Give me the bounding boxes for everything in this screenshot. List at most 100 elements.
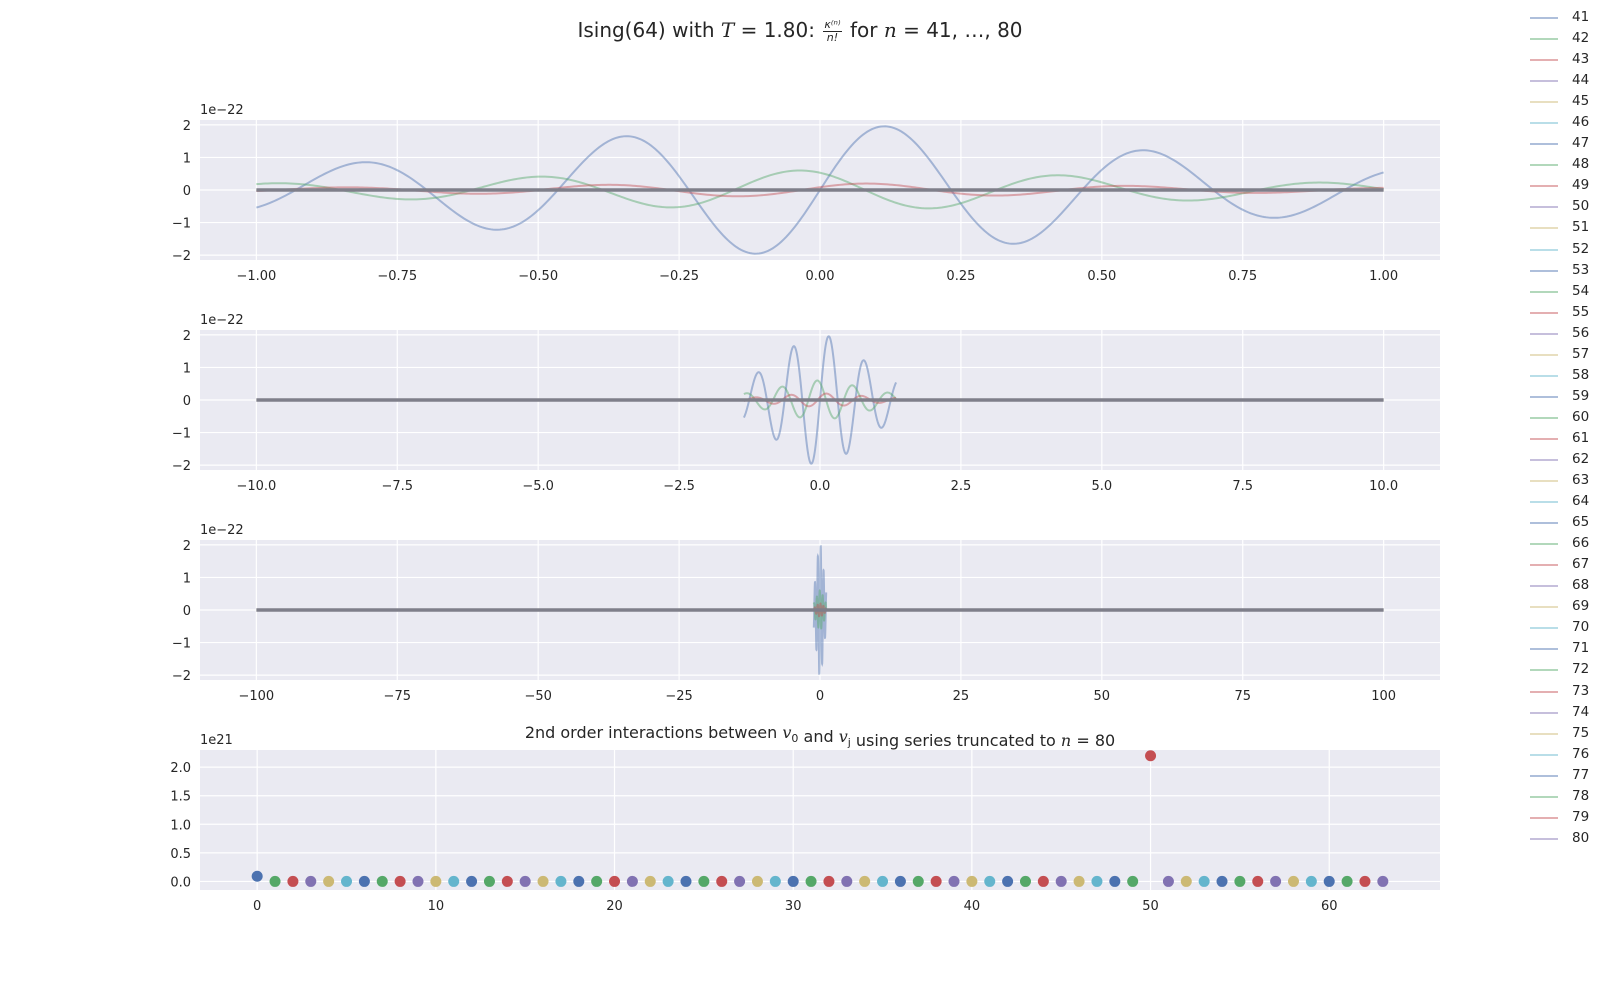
title-n-symbol: n [883,18,897,42]
plot-area [256,335,1384,465]
legend-label: 66 [1572,535,1590,552]
scatter-point [251,870,263,882]
legend-label: 75 [1572,724,1590,741]
scatter-point [948,875,960,887]
legend-label: 69 [1572,598,1590,615]
x-tick-label: −2.5 [663,479,695,494]
x-tick-label: 20 [606,899,623,914]
legend-swatch [1530,206,1558,209]
legend-swatch [1530,395,1558,398]
legend-item: 59 [1530,387,1596,408]
title-prefix: Ising(64) with [577,18,721,42]
legend-item: 66 [1530,534,1596,555]
legend-swatch [1530,122,1558,125]
axes-background [200,750,1440,890]
legend-item: 67 [1530,555,1596,576]
title-part: using series truncated to [851,731,1061,750]
x-tick-label: −7.5 [381,479,413,494]
scatter-point [644,875,656,887]
legend-item: 44 [1530,71,1596,92]
scatter-point [1127,875,1139,887]
legend-swatch [1530,522,1558,525]
legend-swatch [1530,627,1558,630]
y-offset-label: 1e21 [200,733,233,748]
legend-label: 67 [1572,556,1590,573]
title-t-value: = 1.80: [734,18,822,42]
figure-title: Ising(64) with T = 1.80: κ⁽ⁿ⁾ n! for n = … [400,18,1200,44]
y-tick-label: 1.0 [170,818,191,833]
x-tick-label: 5.0 [1091,479,1112,494]
scatter-point [448,875,460,887]
x-tick-label: 10.0 [1369,479,1398,494]
y-tick-label: 2 [183,119,191,134]
panel-2: −10.0 −7.5 −5.0 −2.5 0.0 2.5 5.0 7.5 10.0 −2 −1 0 1 2… [172,313,1440,494]
title-part: = 80 [1071,731,1115,750]
legend-label: 56 [1572,324,1590,341]
y-tick-label: −1 [172,637,191,652]
legend-swatch [1530,80,1558,83]
legend-item: 57 [1530,345,1596,366]
x-tick-label: −10.0 [236,479,276,494]
y-tick-label: 2.0 [170,761,191,776]
legend-swatch [1530,437,1558,440]
scatter-point [894,875,906,887]
legend-swatch [1530,374,1558,377]
scatter-point [1377,875,1389,887]
scatter-point [1055,875,1067,887]
legend-item: 55 [1530,303,1596,324]
scatter-point [1145,750,1157,762]
legend-swatch [1530,227,1558,230]
legend-label: 60 [1572,408,1590,425]
legend-item: 45 [1530,92,1596,113]
legend-label: 42 [1572,30,1590,47]
y-tick-label: 1 [183,571,191,586]
legend-swatch [1530,416,1558,419]
legend-swatch [1530,585,1558,588]
legend-swatch [1530,648,1558,651]
legend-item: 75 [1530,724,1596,745]
legend-label: 49 [1572,177,1590,194]
y-tick-label: 0 [183,184,191,199]
legend-label: 72 [1572,661,1590,678]
legend-swatch [1530,501,1558,504]
title-t-symbol: T [720,18,735,42]
x-tick-label: 0.50 [1087,269,1116,284]
scatter-point [412,875,424,887]
scatter-point [841,875,853,887]
scatter-point [984,875,996,887]
legend-swatch [1530,837,1558,840]
title-frac-denominator: n! [826,31,839,44]
scatter-point [1091,875,1103,887]
y-tick-label: 0.0 [170,875,191,890]
scatter-point [930,875,942,887]
legend-label: 79 [1572,808,1590,825]
legend-label: 80 [1572,829,1590,846]
plot-area [256,125,1384,255]
legend-swatch [1530,353,1558,356]
x-tick-label: 0 [253,899,261,914]
legend-label: 71 [1572,640,1590,657]
scatter-point [1180,875,1192,887]
title-part: v [782,723,791,742]
legend-label: 68 [1572,577,1590,594]
legend-item: 56 [1530,324,1596,345]
legend-item: 48 [1530,155,1596,176]
scatter-point [662,875,674,887]
legend-label: 54 [1572,282,1590,299]
legend-label: 41 [1572,9,1590,25]
legend-item: 43 [1530,50,1596,71]
scatter-point [341,875,353,887]
x-tick-label: −1.00 [236,269,276,284]
legend-label: 62 [1572,450,1590,467]
legend-item: 42 [1530,29,1596,50]
legend-item: 73 [1530,682,1596,703]
legend-swatch [1530,795,1558,798]
title-part: 0 [791,732,798,745]
title-part: j [847,736,851,749]
legend-item: 41 [1530,8,1596,29]
x-tick-label: 40 [964,899,981,914]
scatter-point [1037,875,1049,887]
x-tick-label: 7.5 [1232,479,1253,494]
